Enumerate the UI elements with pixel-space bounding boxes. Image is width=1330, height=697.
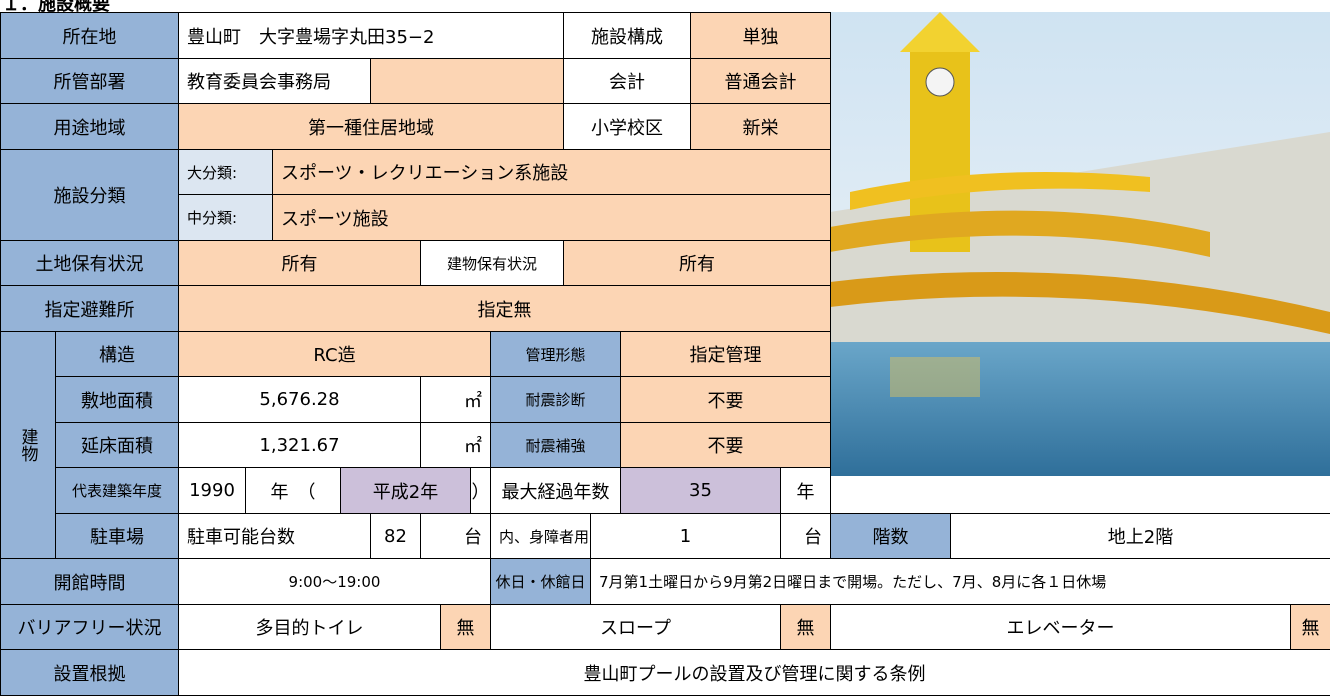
disabled-parking-unit: 台 — [780, 513, 831, 559]
site-area-label: 敷地面積 — [55, 376, 179, 423]
parking-capacity-label: 駐車可能台数 — [178, 513, 371, 559]
site-area-unit: ㎡ — [420, 376, 491, 423]
section-title: １．施設概要 — [2, 0, 110, 15]
barrier-free-label: バリアフリー状況 — [0, 604, 179, 650]
disabled-parking: 1 — [590, 513, 781, 559]
slide — [830, 210, 1210, 257]
tower-roof — [900, 12, 980, 52]
building-own: 所有 — [563, 240, 831, 286]
department-label: 所管部署 — [0, 58, 179, 104]
toilet: 無 — [440, 604, 491, 650]
shelter: 指定無 — [178, 285, 831, 332]
elevator-label: エレベーター — [830, 604, 1291, 650]
seismic-retrofit: 不要 — [620, 422, 831, 468]
school-district: 新栄 — [690, 103, 831, 150]
close-paren: ） — [470, 467, 491, 514]
empty-cell — [370, 58, 564, 104]
land-label: 土地保有状況 — [0, 240, 179, 286]
location: 豊山町 大字豊場字丸田35−2 — [178, 12, 564, 59]
reflection — [890, 357, 980, 397]
seismic-diagnosis: 不要 — [620, 376, 831, 423]
major: スポーツ・レクリエーション系施設 — [272, 149, 831, 195]
seismic-retrofit-label: 耐震補強 — [490, 422, 621, 468]
basis: 豊山町プールの設置及び管理に関する条例 — [178, 649, 1330, 696]
department: 教育委員会事務局 — [178, 58, 371, 104]
slide — [830, 272, 1330, 334]
holidays: 7月第1土曜日から9月第2日曜日まで開場。ただし、7月、8月に各１日休場 — [590, 558, 1330, 605]
account: 普通会計 — [690, 58, 831, 104]
zoning: 第一種住居地域 — [178, 103, 564, 150]
structure: RC造 — [178, 331, 491, 377]
school-district-label: 小学校区 — [563, 103, 691, 150]
floors-label: 階数 — [830, 513, 951, 559]
land: 所有 — [178, 240, 421, 286]
max-age-label: 最大経過年数 — [490, 467, 621, 514]
parking-label: 駐車場 — [55, 513, 179, 559]
elevator: 無 — [1290, 604, 1330, 650]
clock — [925, 67, 955, 97]
site-area: 5,676.28 — [178, 376, 421, 423]
year: 1990 — [178, 467, 246, 514]
parking-capacity: 82 — [370, 513, 421, 559]
holidays-label: 休日・休館日 — [490, 558, 591, 605]
disabled-parking-label: 内、身障者用台数 — [490, 513, 591, 559]
max-age: 35 — [620, 467, 781, 514]
zoning-label: 用途地域 — [0, 103, 179, 150]
account-label: 会計 — [563, 58, 691, 104]
shelter-label: 指定避難所 — [0, 285, 179, 332]
classification-label: 施設分類 — [0, 149, 179, 241]
management-label: 管理形態 — [490, 331, 621, 377]
era-year: 平成2年 — [340, 467, 471, 514]
minor-label: 中分類: — [178, 194, 273, 241]
slope: 無 — [780, 604, 831, 650]
composition-label: 施設構成 — [563, 12, 691, 59]
year-label: 代表建築年度 — [55, 467, 179, 514]
floor-area-unit: ㎡ — [420, 422, 491, 468]
basis-label: 設置根拠 — [0, 649, 179, 696]
floors: 地上2階 — [950, 513, 1330, 559]
major-label: 大分類: — [178, 149, 273, 195]
floor-area-label: 延床面積 — [55, 422, 179, 468]
parking-unit: 台 — [420, 513, 491, 559]
facility-photo — [830, 12, 1330, 476]
composition: 単独 — [690, 12, 831, 59]
building-own-label: 建物保有状況 — [420, 240, 564, 286]
hours: 9:00〜19:00 — [178, 558, 491, 605]
structure-label: 構造 — [55, 331, 179, 377]
minor: スポーツ施設 — [272, 194, 831, 241]
location-label: 所在地 — [0, 12, 179, 59]
floor-area: 1,321.67 — [178, 422, 421, 468]
toilet-label: 多目的トイレ — [178, 604, 441, 650]
slide — [850, 172, 1150, 210]
year-unit: 年 （ — [245, 467, 341, 514]
slope-label: スロープ — [490, 604, 781, 650]
max-age-unit: 年 — [780, 467, 831, 514]
hours-label: 開館時間 — [0, 558, 179, 605]
management: 指定管理 — [620, 331, 831, 377]
building-label: 建物 — [0, 331, 56, 559]
seismic-diagnosis-label: 耐震診断 — [490, 376, 621, 423]
